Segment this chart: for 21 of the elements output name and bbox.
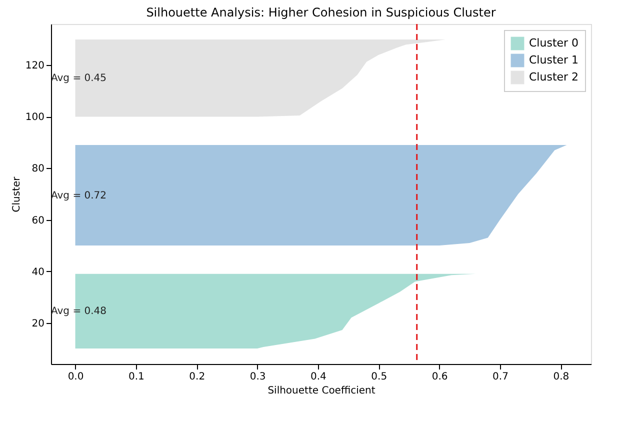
legend-label: Cluster 1 <box>529 54 579 66</box>
y-tick-label: 20 <box>32 318 44 330</box>
x-tick-label: 0.5 <box>371 372 388 382</box>
legend-label: Cluster 2 <box>529 70 579 84</box>
x-tick-label: 0.2 <box>189 372 206 382</box>
x-tick-label: 0.4 <box>310 372 326 382</box>
x-tick-label: 0.3 <box>250 372 266 382</box>
x-tick-label: 0.1 <box>128 372 144 382</box>
x-tick-label: 0.6 <box>432 372 448 382</box>
y-tick-label: 60 <box>32 215 44 226</box>
x-axis-title: Silhouette Coefficient <box>268 386 376 396</box>
y-tick-label: 120 <box>25 60 44 72</box>
chart-title: Silhouette Analysis: Higher Cohesion in Suspicious Cluster <box>146 5 496 20</box>
y-tick-label: 100 <box>25 112 44 124</box>
y-tick-label: 40 <box>32 266 44 278</box>
x-tick-label: 0.0 <box>68 372 84 382</box>
y-axis-title: Cluster <box>11 176 22 212</box>
y-tick-label: 80 <box>32 164 44 175</box>
legend-label: Cluster 0 <box>529 36 579 50</box>
x-tick-label: 0.7 <box>492 372 508 382</box>
x-tick-label: 0.8 <box>553 372 570 382</box>
